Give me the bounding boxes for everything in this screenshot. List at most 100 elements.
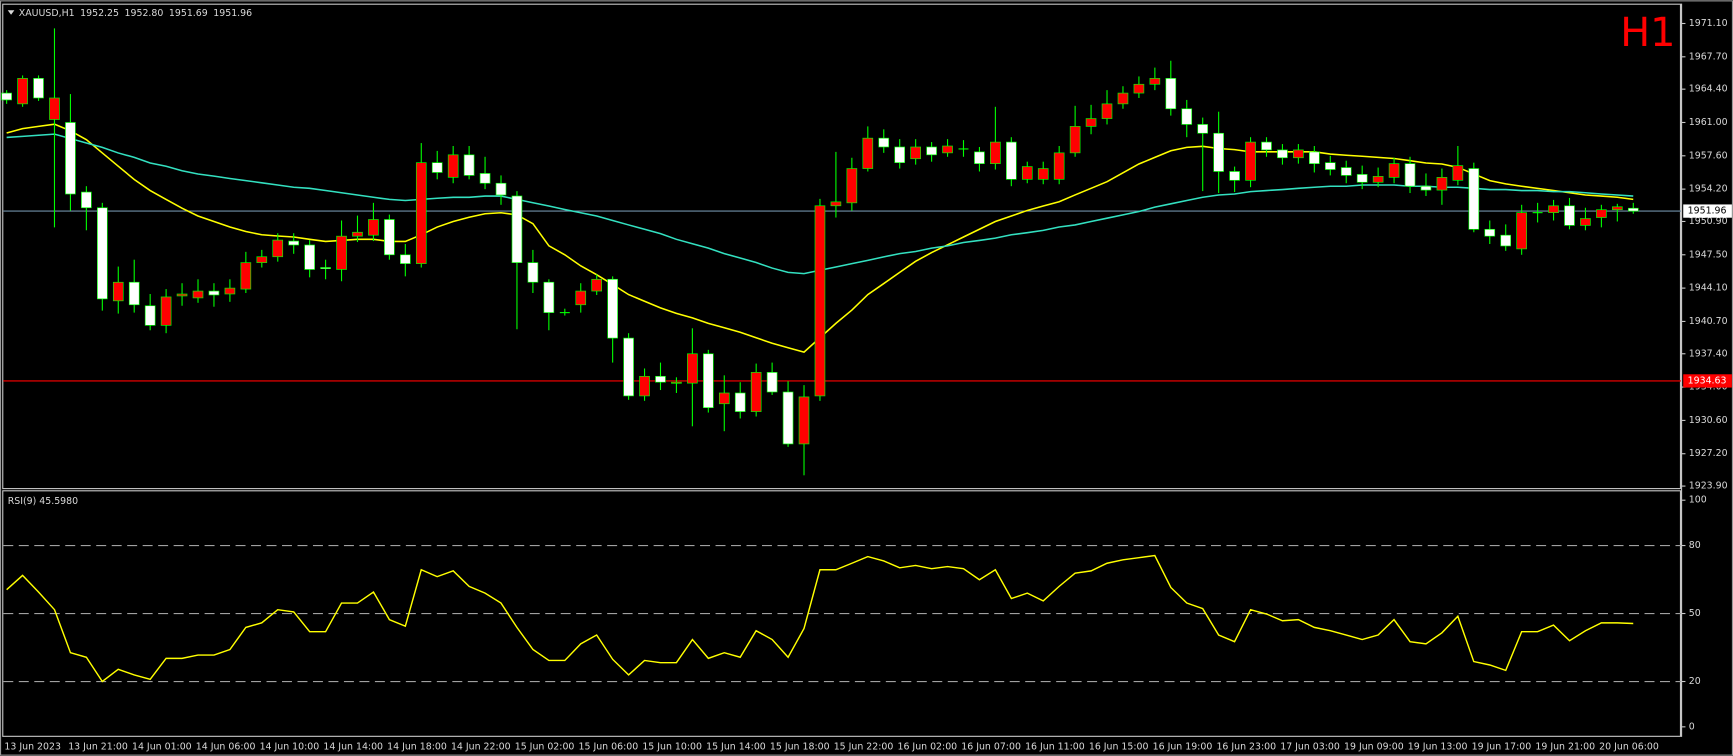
candle-body (942, 145, 953, 154)
candle-body (1, 92, 12, 101)
candle-body (447, 154, 459, 178)
x-tick-label: 14 Jun 10:00 (260, 741, 320, 752)
y-tick-label: 1971.10 (1689, 18, 1728, 29)
candle-body (240, 262, 252, 290)
candle-body (288, 240, 300, 246)
candle-body (655, 375, 666, 383)
ohlc-value: 1951.96 (213, 8, 252, 19)
candle-body (431, 162, 443, 173)
x-tick-label: 16 Jun 19:00 (1153, 741, 1213, 752)
candle-body (81, 191, 92, 209)
candle-body (511, 195, 523, 263)
candle-body (878, 137, 890, 148)
x-tick-label: 15 Jun 10:00 (642, 741, 702, 752)
candle-body (1101, 103, 1113, 119)
candle-body (368, 219, 379, 236)
candle-body (718, 392, 730, 405)
candle-body (703, 353, 714, 409)
candle-body (846, 168, 858, 204)
bid-label: 1951.96 (1688, 206, 1727, 217)
candle-body (97, 207, 108, 300)
x-tick-label: 13 Jun 21:00 (68, 741, 128, 752)
candle-body (1293, 149, 1304, 159)
candle-body (687, 353, 698, 384)
y-tick-label: 1930.60 (1689, 415, 1728, 426)
candle-body (1069, 126, 1081, 154)
candle-body (1213, 132, 1224, 172)
x-tick-label: 16 Jun 11:00 (1025, 741, 1085, 752)
candle-body (1388, 163, 1400, 178)
candle-body (1564, 205, 1575, 226)
candle-body (1372, 176, 1384, 183)
y-tick-label: 20 (1689, 676, 1701, 687)
candle-body (1468, 168, 1480, 230)
y-tick-label: 1940.70 (1689, 316, 1728, 327)
bid-label-box (1683, 204, 1732, 218)
x-tick-label: 20 Jun 06:00 (1599, 741, 1659, 752)
candle-body (1612, 206, 1623, 211)
y-tick-label: 1937.40 (1689, 348, 1728, 359)
candle-body (176, 293, 188, 297)
candle-body (1436, 177, 1448, 191)
candle-body (192, 290, 204, 299)
ohlc-value: 1951.69 (169, 8, 208, 19)
candle-body (1229, 171, 1240, 181)
y-tick-label: 0 (1689, 721, 1695, 732)
candle-body (1165, 78, 1177, 110)
y-tick-label: 1944.10 (1689, 283, 1728, 294)
candle-body (49, 97, 60, 120)
rsi-line (6, 554, 1634, 683)
candle-body (160, 296, 172, 326)
x-tick-label: 14 Jun 22:00 (451, 741, 511, 752)
candle-body (1277, 149, 1288, 159)
candle-body (894, 146, 906, 163)
candle-body (304, 244, 315, 270)
y-tick-label: 1961.00 (1689, 117, 1728, 128)
candle-body (607, 278, 618, 339)
candle-body (1021, 166, 1033, 180)
y-tick-label: 50 (1689, 608, 1701, 619)
symbol: XAUUSD,H1 (19, 8, 75, 19)
x-tick-label: 19 Jun 17:00 (1472, 741, 1532, 752)
x-tick-label: 17 Jun 03:00 (1280, 741, 1340, 752)
x-tick-label: 19 Jun 13:00 (1408, 741, 1468, 752)
rsi-title: RSI(9) 45.5980 (8, 496, 78, 507)
candle-body (990, 141, 1001, 164)
candle-body (862, 137, 874, 169)
candle-body (1133, 83, 1145, 94)
y-tick-label: 1954.20 (1689, 184, 1728, 195)
x-tick-label: 14 Jun 06:00 (196, 741, 256, 752)
candle-body (336, 235, 347, 270)
candle-body (671, 381, 682, 384)
y-tick-label: 100 (1689, 495, 1707, 506)
candle-body (272, 239, 284, 258)
y-tick-label: 1950.90 (1689, 216, 1728, 227)
candle-body (782, 391, 794, 445)
candle-body (1324, 162, 1336, 170)
main-pane-border (2, 3, 1682, 490)
candle-body (224, 287, 236, 295)
x-tick-label: 15 Jun 06:00 (579, 741, 639, 752)
candle-body (1309, 151, 1320, 164)
x-tick-label: 19 Jun 21:00 (1535, 741, 1595, 752)
candle-body (814, 205, 826, 397)
candle-body (415, 162, 427, 264)
candle-body (1006, 141, 1017, 180)
ohlc-value: 1952.80 (125, 8, 164, 19)
candle-body (1548, 205, 1559, 213)
y-tick-label: 1927.20 (1689, 448, 1728, 459)
candle-body (1500, 234, 1512, 247)
candle-body (910, 146, 921, 160)
menu-arrow[interactable] (7, 10, 15, 15)
candle-body (527, 262, 539, 283)
candle-body (1261, 141, 1272, 151)
x-tick-label: 16 Jun 15:00 (1089, 741, 1149, 752)
x-tick-label: 16 Jun 23:00 (1216, 741, 1276, 752)
candle-body (623, 337, 634, 397)
candle-body (750, 372, 762, 412)
candle-body (543, 281, 555, 313)
